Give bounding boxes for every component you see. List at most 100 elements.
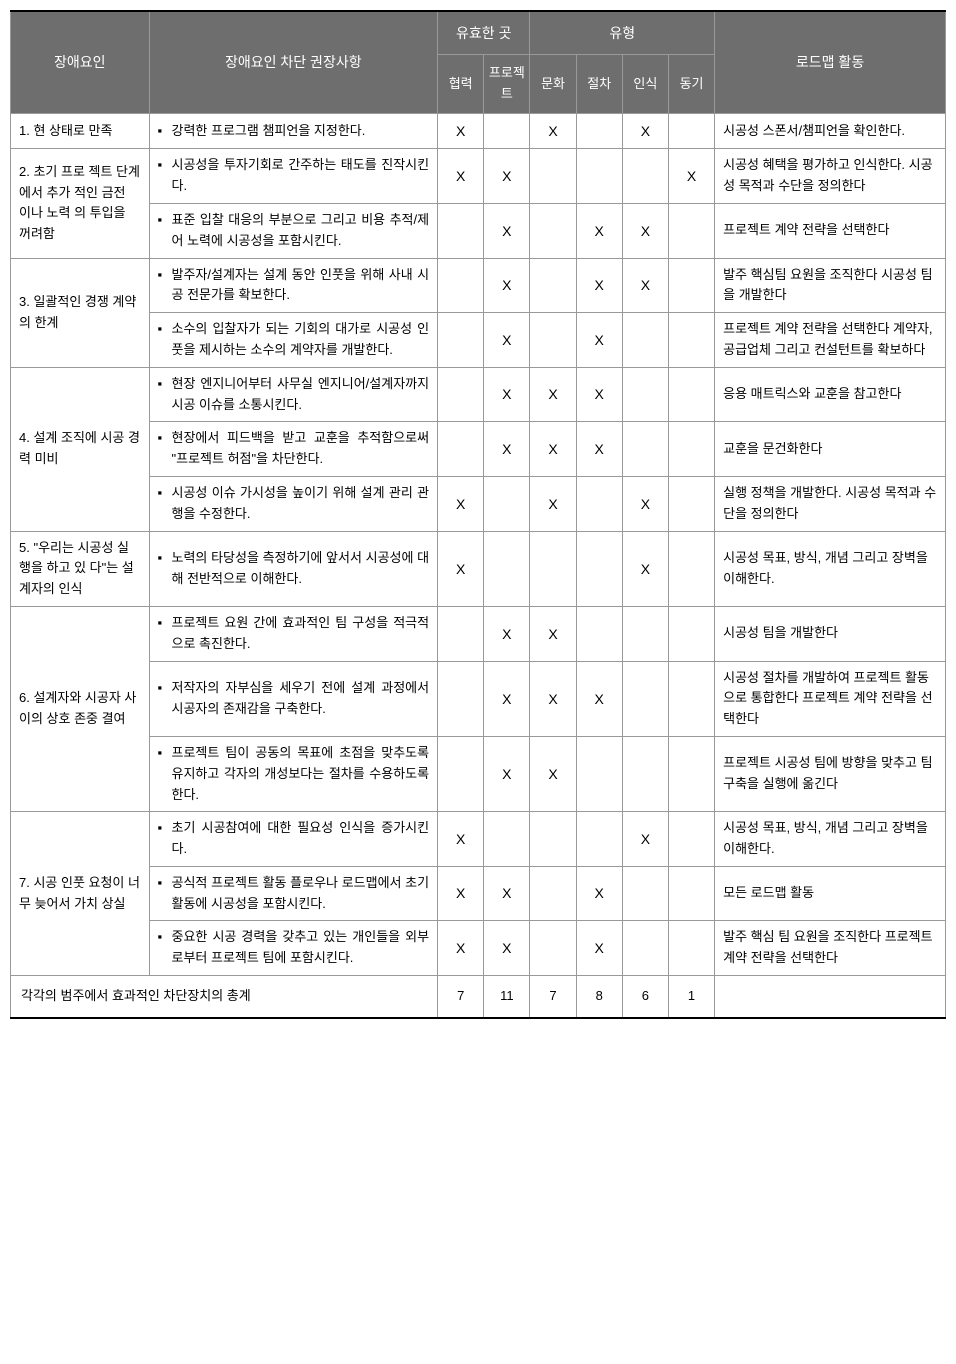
check-cell [576,476,622,531]
check-cell: X [576,866,622,921]
table-row: 7. 시공 인풋 요청이 너무 늦어서 가치 상실▪초기 시공참여에 대한 필요… [11,812,946,867]
bullet-icon: ▪ [158,818,172,860]
header-type: 유형 [530,11,715,55]
table-header: 장애요인 장애요인 차단 권장사항 유효한 곳 유형 로드맵 활동 협력 프로젝… [11,11,946,113]
total-value: 7 [530,976,576,1018]
header-barrier: 장애요인 [11,11,150,113]
check-cell [668,476,714,531]
recommendation-text: 시공성을 투자기회로 간주하는 태도를 진작시킨다. [172,155,430,197]
barrier-cell: 7. 시공 인풋 요청이 너무 늦어서 가치 상실 [11,812,150,976]
check-cell: X [530,422,576,477]
check-cell: X [484,661,530,736]
roadmap-cell: 시공성 팀을 개발한다 [715,606,946,661]
recommendation-text: 노력의 타당성을 측정하기에 앞서서 시공성에 대해 전반적으로 이해한다. [172,548,430,590]
check-cell [530,203,576,258]
check-cell [484,812,530,867]
check-cell [668,203,714,258]
check-cell [622,149,668,204]
check-cell [668,367,714,422]
check-cell [484,531,530,606]
check-cell [668,422,714,477]
table-row: ▪표준 입찰 대응의 부분으로 그리고 비용 추적/제어 노력에 시공성을 포함… [11,203,946,258]
check-cell: X [576,422,622,477]
check-cell: X [530,476,576,531]
check-cell: X [484,736,530,811]
check-cell: X [484,149,530,204]
bullet-icon: ▪ [158,743,172,805]
recommendation-text: 저작자의 자부심을 세우기 전에 설계 과정에서 시공자의 존재감을 구축한다. [172,678,430,720]
check-cell [530,149,576,204]
table-row: 2. 초기 프로 젝트 단계 에서 추가 적인 금전 이나 노력 의 투입을 꺼… [11,149,946,204]
recommendation-cell: ▪중요한 시공 경력을 갖추고 있는 개인들을 외부로부터 프로젝트 팀에 포함… [149,921,438,976]
subheader-project: 프로젝트 [484,55,530,114]
table-body: 1. 현 상태로 만족▪강력한 프로그램 챔피언을 지정한다.XXX시공성 스폰… [11,113,946,1017]
check-cell [576,149,622,204]
recommendation-cell: ▪시공성을 투자기회로 간주하는 태도를 진작시킨다. [149,149,438,204]
barrier-cell: 3. 일괄적인 경쟁 계약 의 한계 [11,258,150,367]
check-cell: X [576,921,622,976]
recommendation-cell: ▪현장에서 피드백을 받고 교훈을 추적함으로써 "프로젝트 허점"을 차단한다… [149,422,438,477]
table-row: ▪중요한 시공 경력을 갖추고 있는 개인들을 외부로부터 프로젝트 팀에 포함… [11,921,946,976]
check-cell: X [438,866,484,921]
check-cell [668,113,714,148]
subheader-cooperation: 협력 [438,55,484,114]
recommendation-cell: ▪노력의 타당성을 측정하기에 앞서서 시공성에 대해 전반적으로 이해한다. [149,531,438,606]
check-cell [438,313,484,368]
recommendation-text: 초기 시공참여에 대한 필요성 인식을 증가시킨다. [172,818,430,860]
check-cell [668,866,714,921]
recommendation-text: 현장 엔지니어부터 사무실 엔지니어/설계자까지 시공 이슈를 소통시킨다. [172,374,430,416]
bullet-icon: ▪ [158,613,172,655]
check-cell: X [576,203,622,258]
recommendation-text: 발주자/설계자는 설계 동안 인풋을 위해 사내 시공 전문가를 확보한다. [172,265,430,307]
check-cell [622,921,668,976]
check-cell: X [484,203,530,258]
recommendation-cell: ▪발주자/설계자는 설계 동안 인풋을 위해 사내 시공 전문가를 확보한다. [149,258,438,313]
recommendation-cell: ▪프로젝트 요원 간에 효과적인 팀 구성을 적극적으로 촉진한다. [149,606,438,661]
recommendation-cell: ▪저작자의 자부심을 세우기 전에 설계 과정에서 시공자의 존재감을 구축한다… [149,661,438,736]
recommendation-text: 프로젝트 팀이 공동의 목표에 초점을 맞추도록 유지하고 각자의 개성보다는 … [172,743,430,805]
total-value: 11 [484,976,530,1018]
recommendation-text: 중요한 시공 경력을 갖추고 있는 개인들을 외부로부터 프로젝트 팀에 포함시… [172,927,430,969]
check-cell [668,258,714,313]
roadmap-cell: 프로젝트 시공성 팀에 방향을 맞추고 팀 구축을 실행에 옮긴다 [715,736,946,811]
table-row: ▪공식적 프로젝트 활동 플로우나 로드맵에서 초기 활동에 시공성을 포함시킨… [11,866,946,921]
check-cell [622,866,668,921]
roadmap-cell: 프로젝트 계약 전략을 선택한다 [715,203,946,258]
check-cell [438,661,484,736]
recommendation-text: 공식적 프로젝트 활동 플로우나 로드맵에서 초기 활동에 시공성을 포함시킨다… [172,873,430,915]
subheader-culture: 문화 [530,55,576,114]
bullet-icon: ▪ [158,265,172,307]
recommendation-cell: ▪소수의 입찰자가 되는 기회의 대가로 시공성 인풋을 제시하는 소수의 계약… [149,313,438,368]
check-cell [438,736,484,811]
roadmap-cell: 교훈을 문건화한다 [715,422,946,477]
check-cell [576,736,622,811]
roadmap-cell: 프로젝트 계약 전략을 선택한다 계약자, 공급업체 그리고 컨설턴트를 확보하… [715,313,946,368]
check-cell [668,921,714,976]
recommendation-text: 현장에서 피드백을 받고 교훈을 추적함으로써 "프로젝트 허점"을 차단한다. [172,428,430,470]
check-cell: X [484,313,530,368]
barrier-cell: 5. "우리는 시공성 실행을 하고 있 다"는 설계자의 인식 [11,531,150,606]
check-cell: X [530,113,576,148]
bullet-icon: ▪ [158,927,172,969]
recommendation-cell: ▪시공성 이슈 가시성을 높이기 위해 설계 관리 관행을 수정한다. [149,476,438,531]
check-cell: X [438,531,484,606]
recommendation-cell: ▪강력한 프로그램 챔피언을 지정한다. [149,113,438,148]
check-cell [530,921,576,976]
check-cell: X [622,812,668,867]
recommendation-cell: ▪현장 엔지니어부터 사무실 엔지니어/설계자까지 시공 이슈를 소통시킨다. [149,367,438,422]
check-cell [622,422,668,477]
check-cell [576,113,622,148]
check-cell [668,606,714,661]
roadmap-cell: 시공성 스폰서/챔피언을 확인한다. [715,113,946,148]
check-cell [484,113,530,148]
check-cell [668,661,714,736]
table-row: ▪현장에서 피드백을 받고 교훈을 추적함으로써 "프로젝트 허점"을 차단한다… [11,422,946,477]
total-value: 8 [576,976,622,1018]
check-cell [622,661,668,736]
check-cell: X [484,921,530,976]
roadmap-cell: 시공성 절차를 개발하여 프로젝트 활동으로 통합한다 프로젝트 계약 전략을 … [715,661,946,736]
recommendation-text: 표준 입찰 대응의 부분으로 그리고 비용 추적/제어 노력에 시공성을 포함시… [172,210,430,252]
check-cell: X [530,367,576,422]
check-cell: X [484,367,530,422]
bullet-icon: ▪ [158,678,172,720]
